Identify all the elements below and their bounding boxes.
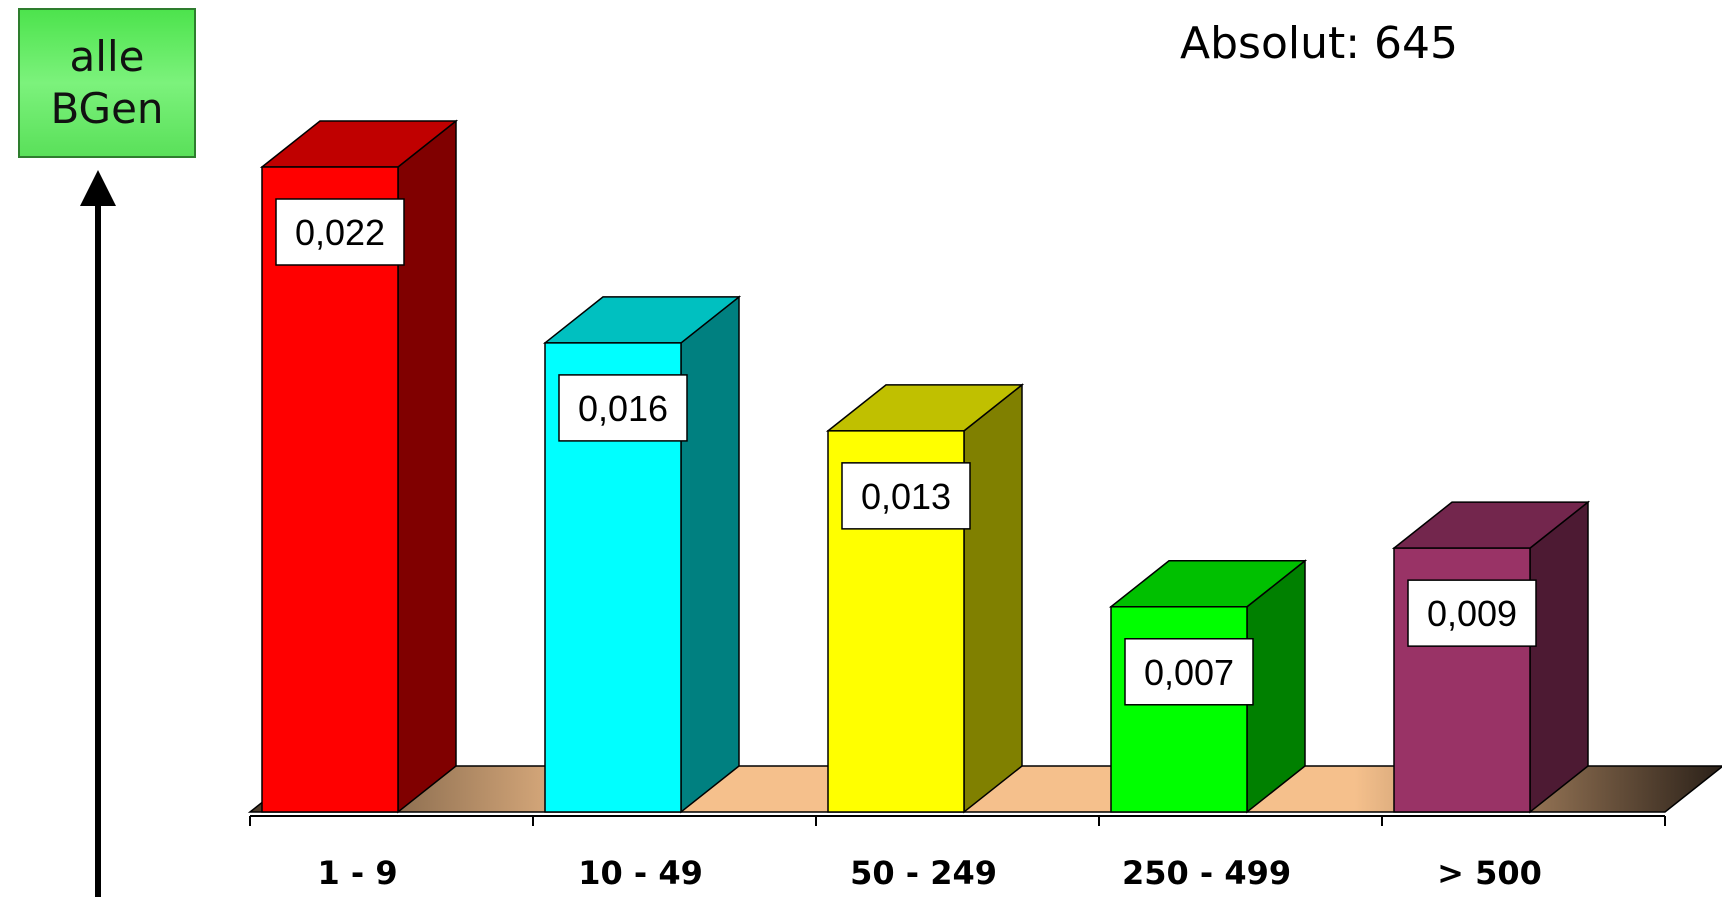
legend-line-2: BGen <box>50 84 164 133</box>
category-label: 50 - 249 <box>850 854 997 892</box>
data-label-box <box>275 198 405 266</box>
data-label-box <box>1124 638 1254 706</box>
bar-1: 0,022 <box>259 119 459 814</box>
bar-2: 0,016 <box>542 295 742 814</box>
legend-box: alle BGen <box>18 8 196 158</box>
bar-front-face <box>261 166 399 813</box>
category-label: 10 - 49 <box>578 854 703 892</box>
data-label: 0,022 <box>295 212 385 253</box>
data-label: 0,013 <box>861 476 951 517</box>
bar-side-face <box>1529 500 1589 814</box>
data-label-box <box>558 374 688 442</box>
data-label: 0,007 <box>1144 652 1234 693</box>
bar-side-face <box>963 383 1023 814</box>
category-label: 1 - 9 <box>317 854 397 892</box>
category-label: > 500 <box>1437 854 1542 892</box>
legend-line-1: alle <box>69 31 145 81</box>
absolute-count-label: Absolut: 645 <box>1180 18 1459 69</box>
bar-4: 0,007 <box>1108 559 1308 814</box>
data-label: 0,009 <box>1427 593 1517 634</box>
data-label-box <box>841 462 971 530</box>
bar-front-face <box>1110 606 1248 813</box>
data-label: 0,016 <box>578 388 668 429</box>
category-label: 250 - 499 <box>1122 854 1291 892</box>
data-label-box <box>1407 579 1537 647</box>
bar-3: 0,013 <box>825 383 1025 814</box>
bar-side-face <box>397 119 457 814</box>
bar-side-face <box>680 295 740 814</box>
bar-5: 0,009 <box>1391 500 1591 814</box>
